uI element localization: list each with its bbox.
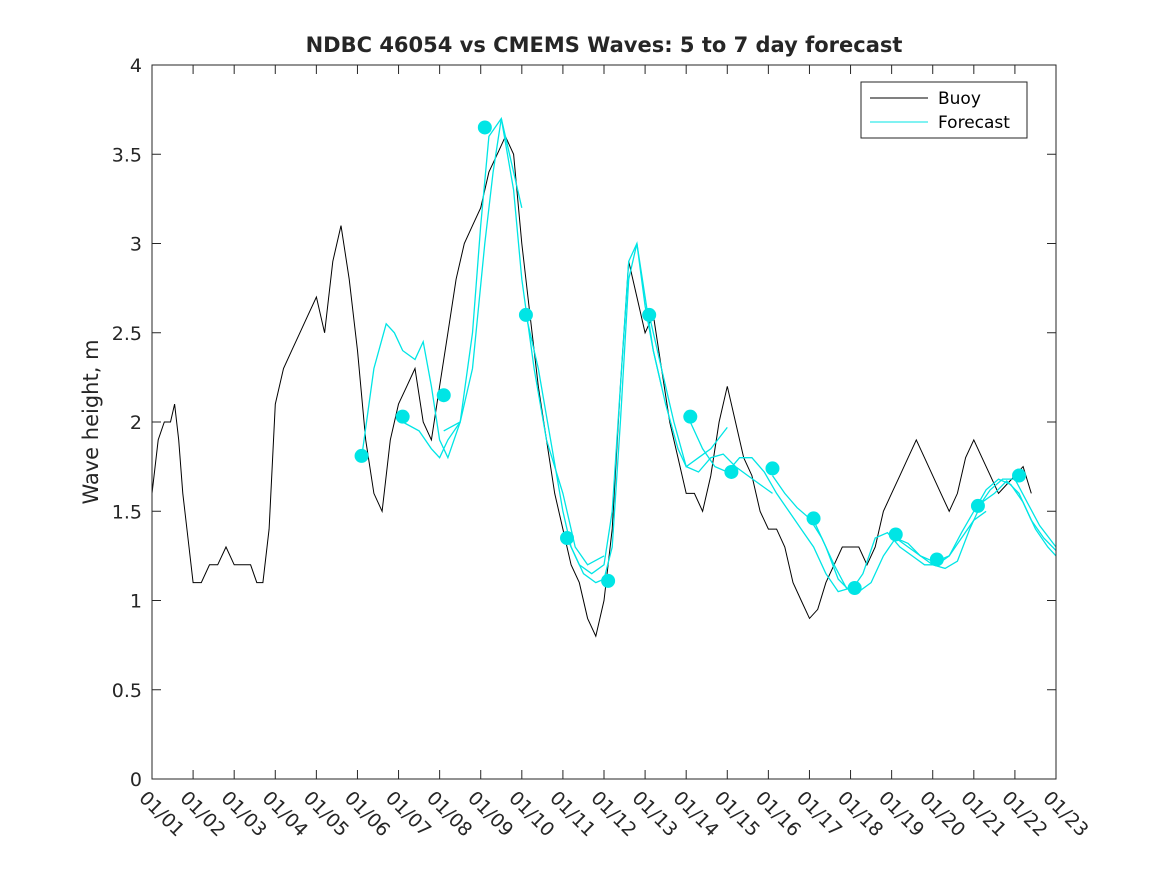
forecast-marker bbox=[724, 464, 739, 479]
forecast-marker bbox=[847, 581, 862, 596]
y-tick-label: 2.5 bbox=[112, 323, 142, 345]
legend: Buoy Forecast bbox=[860, 81, 1028, 139]
forecast-marker bbox=[560, 531, 575, 546]
forecast-marker bbox=[642, 307, 657, 322]
forecast-marker bbox=[395, 409, 410, 424]
forecast-marker bbox=[354, 448, 369, 463]
y-tick-label: 3 bbox=[130, 234, 142, 256]
legend-box bbox=[860, 81, 1028, 139]
buoy-series-line bbox=[151, 135, 1032, 638]
forecast-marker bbox=[888, 527, 903, 542]
y-axis-label: Wave height, m bbox=[79, 339, 103, 504]
forecast-segment-line bbox=[648, 314, 773, 494]
forecast-segment-line bbox=[360, 322, 461, 460]
forecast-segment-line bbox=[566, 241, 728, 575]
legend-buoy-label: Buoy bbox=[938, 89, 981, 109]
y-tick-label: 2 bbox=[130, 412, 142, 434]
forecast-marker bbox=[601, 573, 616, 588]
forecast-marker bbox=[683, 409, 698, 424]
forecast-marker bbox=[929, 552, 944, 567]
forecast-marker bbox=[806, 511, 821, 526]
y-tick-label: 0.5 bbox=[112, 680, 142, 702]
forecast-marker bbox=[765, 461, 780, 476]
y-tick-label: 1.5 bbox=[112, 501, 142, 523]
forecast-segment-line bbox=[689, 421, 851, 593]
y-tick-label: 4 bbox=[130, 55, 142, 77]
series-layer bbox=[151, 116, 1057, 638]
forecast-marker bbox=[970, 498, 985, 513]
y-axis-ticks: 0 0.5 1 1.5 2 2.5 3 3.5 4 bbox=[112, 55, 1056, 791]
y-tick-label: 0 bbox=[130, 769, 142, 791]
forecast-marker bbox=[518, 307, 533, 322]
forecast-segment-line bbox=[936, 478, 1057, 562]
plot-area bbox=[152, 65, 1056, 779]
y-tick-label: 1 bbox=[130, 591, 142, 613]
forecast-marker bbox=[1012, 468, 1027, 483]
chart-title: NDBC 46054 vs CMEMS Waves: 5 to 7 day fo… bbox=[306, 33, 903, 57]
plot-frame bbox=[151, 64, 1057, 780]
forecast-segment-line bbox=[813, 510, 987, 593]
forecast-marker bbox=[477, 120, 492, 135]
forecast-marker bbox=[436, 388, 451, 403]
legend-forecast-label: Forecast bbox=[938, 113, 1010, 133]
y-tick-label: 3.5 bbox=[112, 144, 142, 166]
